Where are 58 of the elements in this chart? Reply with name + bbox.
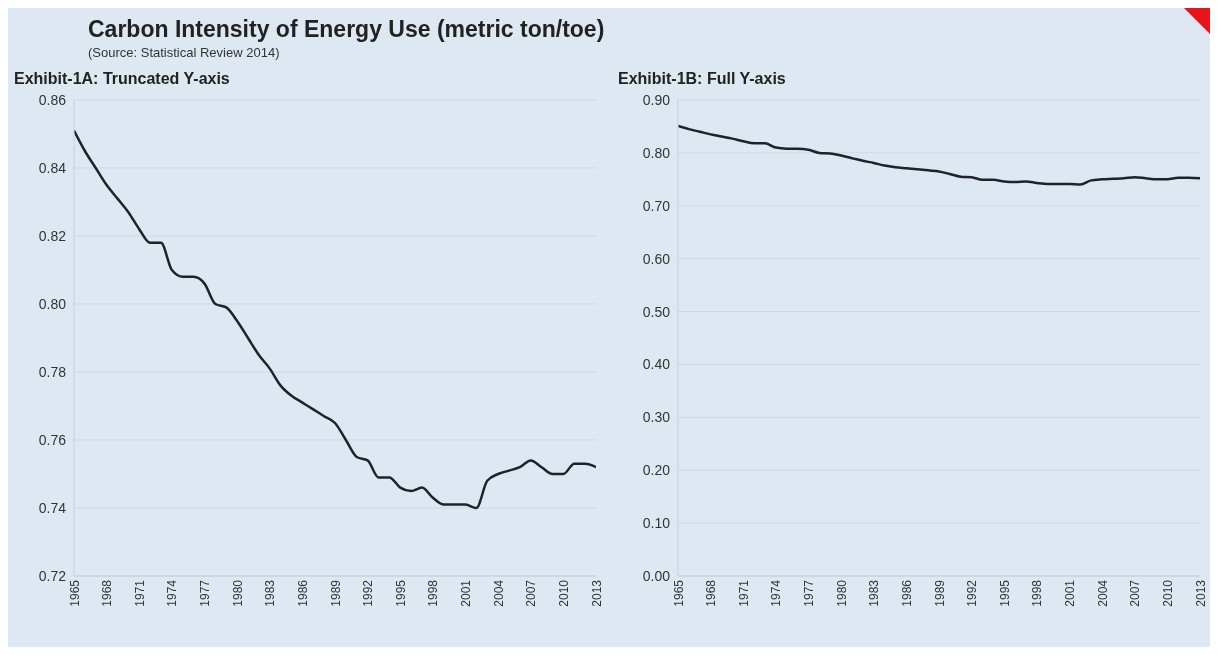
x-tick-label: 2001 — [1063, 579, 1078, 607]
y-tick-label: 0.40 — [642, 356, 671, 373]
x-tick-label: 2007 — [1128, 579, 1143, 607]
x-tick-label: 1974 — [769, 579, 784, 607]
x-tick-label: 1983 — [263, 579, 278, 607]
y-tick-label: 0.80 — [38, 295, 67, 312]
x-tick-label: 1986 — [295, 579, 310, 607]
chart-subtitle: Exhibit-1A: Truncated Y-axis — [14, 70, 231, 89]
y-tick-label: 0.70 — [642, 197, 671, 214]
x-tick-label: 1980 — [230, 579, 245, 607]
x-tick-label: 2013 — [589, 579, 604, 607]
x-tick-label: 1971 — [132, 579, 147, 607]
y-tick-label: 0.72 — [38, 567, 67, 584]
x-tick-label: 2013 — [1193, 579, 1208, 607]
x-tick-label: 2007 — [524, 579, 539, 607]
line-series — [678, 124, 1200, 186]
y-tick-label: 0.82 — [38, 227, 67, 244]
x-tick-label: 1989 — [328, 579, 343, 607]
x-tick-label: 1995 — [997, 579, 1012, 607]
x-tick-label: 1968 — [100, 579, 115, 607]
x-tick-label: 1983 — [867, 579, 882, 607]
x-tick-label: 1977 — [198, 579, 213, 607]
x-tick-label: 1968 — [704, 579, 719, 607]
x-tick-label: 1980 — [834, 579, 849, 607]
x-tick-label: 2010 — [1160, 579, 1175, 607]
y-tick-label: 0.76 — [38, 431, 67, 448]
chart-title: Exhibit-1B: Full Y-axis — [618, 70, 787, 89]
x-tick-label: 2004 — [491, 579, 506, 607]
y-tick-label: 0.74 — [38, 499, 67, 516]
y-tick-label: 0.10 — [642, 515, 671, 532]
y-tick-label: 0.30 — [642, 409, 671, 426]
x-tick-label: 2004 — [1095, 579, 1110, 607]
y-tick-label: 0.60 — [642, 250, 671, 267]
y-tick-label: 0.80 — [642, 144, 671, 161]
x-tick-label: 2010 — [556, 579, 571, 607]
text: (Source: Statistical Review 2014) — [88, 45, 281, 60]
x-tick-label: 1998 — [426, 579, 441, 607]
x-tick-label: 1965 — [67, 579, 82, 607]
y-tick-label: 0.00 — [642, 567, 671, 584]
x-tick-label: 1995 — [393, 579, 408, 607]
x-tick-label: 1992 — [361, 579, 376, 607]
line-series — [74, 129, 596, 510]
y-tick-label: 0.86 — [38, 91, 67, 108]
x-tick-label: 1965 — [671, 579, 686, 607]
x-tick-label: 2001 — [459, 579, 474, 607]
x-tick-label: 1971 — [736, 579, 751, 607]
y-tick-label: 0.84 — [38, 159, 67, 176]
y-tick-label: 0.78 — [38, 363, 67, 380]
x-tick-label: 1977 — [802, 579, 817, 607]
x-tick-label: 1989 — [932, 579, 947, 607]
x-tick-label: 1974 — [165, 579, 180, 607]
x-tick-label: 1986 — [899, 579, 914, 607]
y-tick-label: 0.20 — [642, 462, 671, 479]
y-tick-label: 0.90 — [642, 91, 671, 108]
x-tick-label: 1998 — [1030, 579, 1045, 607]
x-tick-label: 1992 — [965, 579, 980, 607]
chart-title: Carbon Intensity of Energy Use (metric ton/toe) — [88, 16, 606, 43]
y-tick-label: 0.50 — [642, 303, 671, 320]
